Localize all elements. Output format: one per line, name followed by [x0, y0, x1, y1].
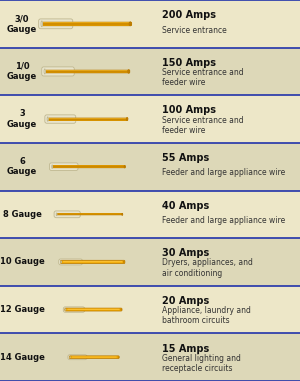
Bar [0, 238, 300, 286]
Text: 1/0
Gauge: 1/0 Gauge [7, 62, 37, 81]
Text: Appliance, laundry and
bathroom circuits: Appliance, laundry and bathroom circuits [162, 306, 251, 325]
Ellipse shape [122, 213, 123, 215]
Text: 14 Gauge: 14 Gauge [0, 353, 44, 362]
Circle shape [129, 25, 130, 26]
Text: 12 Gauge: 12 Gauge [0, 305, 44, 314]
Circle shape [131, 23, 132, 24]
FancyBboxPatch shape [59, 259, 82, 265]
Circle shape [128, 70, 129, 71]
FancyBboxPatch shape [46, 70, 129, 73]
Text: 10 Gauge: 10 Gauge [0, 258, 44, 266]
Bar [46, 70, 129, 71]
Ellipse shape [128, 70, 129, 73]
Ellipse shape [52, 165, 53, 168]
Text: 150 Amps: 150 Amps [162, 58, 216, 68]
Text: Service entrance and
feeder wire: Service entrance and feeder wire [162, 68, 244, 87]
Text: Service entrance: Service entrance [162, 26, 227, 35]
FancyBboxPatch shape [54, 211, 80, 218]
Text: 8 Gauge: 8 Gauge [3, 210, 41, 219]
FancyBboxPatch shape [50, 163, 78, 170]
Text: 3
Gauge: 3 Gauge [7, 109, 37, 129]
FancyBboxPatch shape [48, 117, 127, 120]
Bar [0, 286, 300, 333]
Ellipse shape [47, 117, 48, 121]
Ellipse shape [130, 22, 131, 26]
Circle shape [129, 22, 130, 23]
Circle shape [126, 119, 127, 120]
Bar [0, 95, 300, 143]
Ellipse shape [61, 261, 62, 263]
FancyBboxPatch shape [61, 260, 125, 264]
Circle shape [128, 72, 129, 73]
Text: 40 Amps: 40 Amps [162, 201, 209, 211]
Text: 15 Amps: 15 Amps [162, 344, 209, 354]
Ellipse shape [44, 69, 46, 74]
Circle shape [129, 70, 130, 71]
Circle shape [124, 166, 125, 167]
Circle shape [130, 25, 131, 26]
FancyBboxPatch shape [69, 356, 119, 359]
FancyBboxPatch shape [67, 309, 119, 310]
Circle shape [129, 72, 130, 73]
Ellipse shape [56, 213, 57, 216]
Bar [0, 333, 300, 381]
Text: 20 Amps: 20 Amps [162, 296, 209, 306]
Circle shape [131, 24, 132, 25]
Circle shape [126, 118, 127, 119]
Text: 200 Amps: 200 Amps [162, 10, 216, 20]
Text: Feeder and large appliance wire: Feeder and large appliance wire [162, 168, 285, 178]
FancyBboxPatch shape [42, 67, 74, 76]
FancyBboxPatch shape [63, 261, 122, 263]
Ellipse shape [65, 309, 66, 310]
Text: 6
Gauge: 6 Gauge [7, 157, 37, 176]
FancyBboxPatch shape [63, 307, 85, 312]
Ellipse shape [41, 21, 43, 27]
FancyBboxPatch shape [65, 308, 122, 311]
Text: Dryers, appliances, and
air conditioning: Dryers, appliances, and air conditioning [162, 258, 253, 278]
Ellipse shape [127, 117, 128, 120]
Text: 100 Amps: 100 Amps [162, 106, 216, 115]
FancyBboxPatch shape [68, 355, 87, 360]
Text: General lighting and
receptacle circuits: General lighting and receptacle circuits [162, 354, 241, 373]
FancyBboxPatch shape [43, 22, 130, 26]
Text: Feeder and large appliance wire: Feeder and large appliance wire [162, 216, 285, 225]
Text: 55 Amps: 55 Amps [162, 153, 209, 163]
FancyBboxPatch shape [72, 357, 117, 358]
Circle shape [130, 24, 131, 25]
Text: Service entrance and
feeder wire: Service entrance and feeder wire [162, 115, 244, 135]
FancyBboxPatch shape [39, 19, 73, 29]
Bar [0, 48, 300, 95]
Bar [0, 143, 300, 190]
FancyBboxPatch shape [53, 165, 125, 168]
Circle shape [129, 24, 130, 25]
Bar [0, 190, 300, 238]
FancyBboxPatch shape [45, 115, 76, 123]
Circle shape [130, 22, 131, 23]
Circle shape [131, 25, 132, 26]
Circle shape [130, 23, 131, 24]
Circle shape [129, 23, 130, 24]
FancyBboxPatch shape [57, 213, 122, 215]
Ellipse shape [124, 165, 125, 168]
Circle shape [131, 22, 132, 23]
Text: 3/0
Gauge: 3/0 Gauge [7, 14, 37, 34]
Bar [0, 0, 300, 48]
Bar [43, 22, 130, 23]
Text: 30 Amps: 30 Amps [162, 248, 209, 258]
